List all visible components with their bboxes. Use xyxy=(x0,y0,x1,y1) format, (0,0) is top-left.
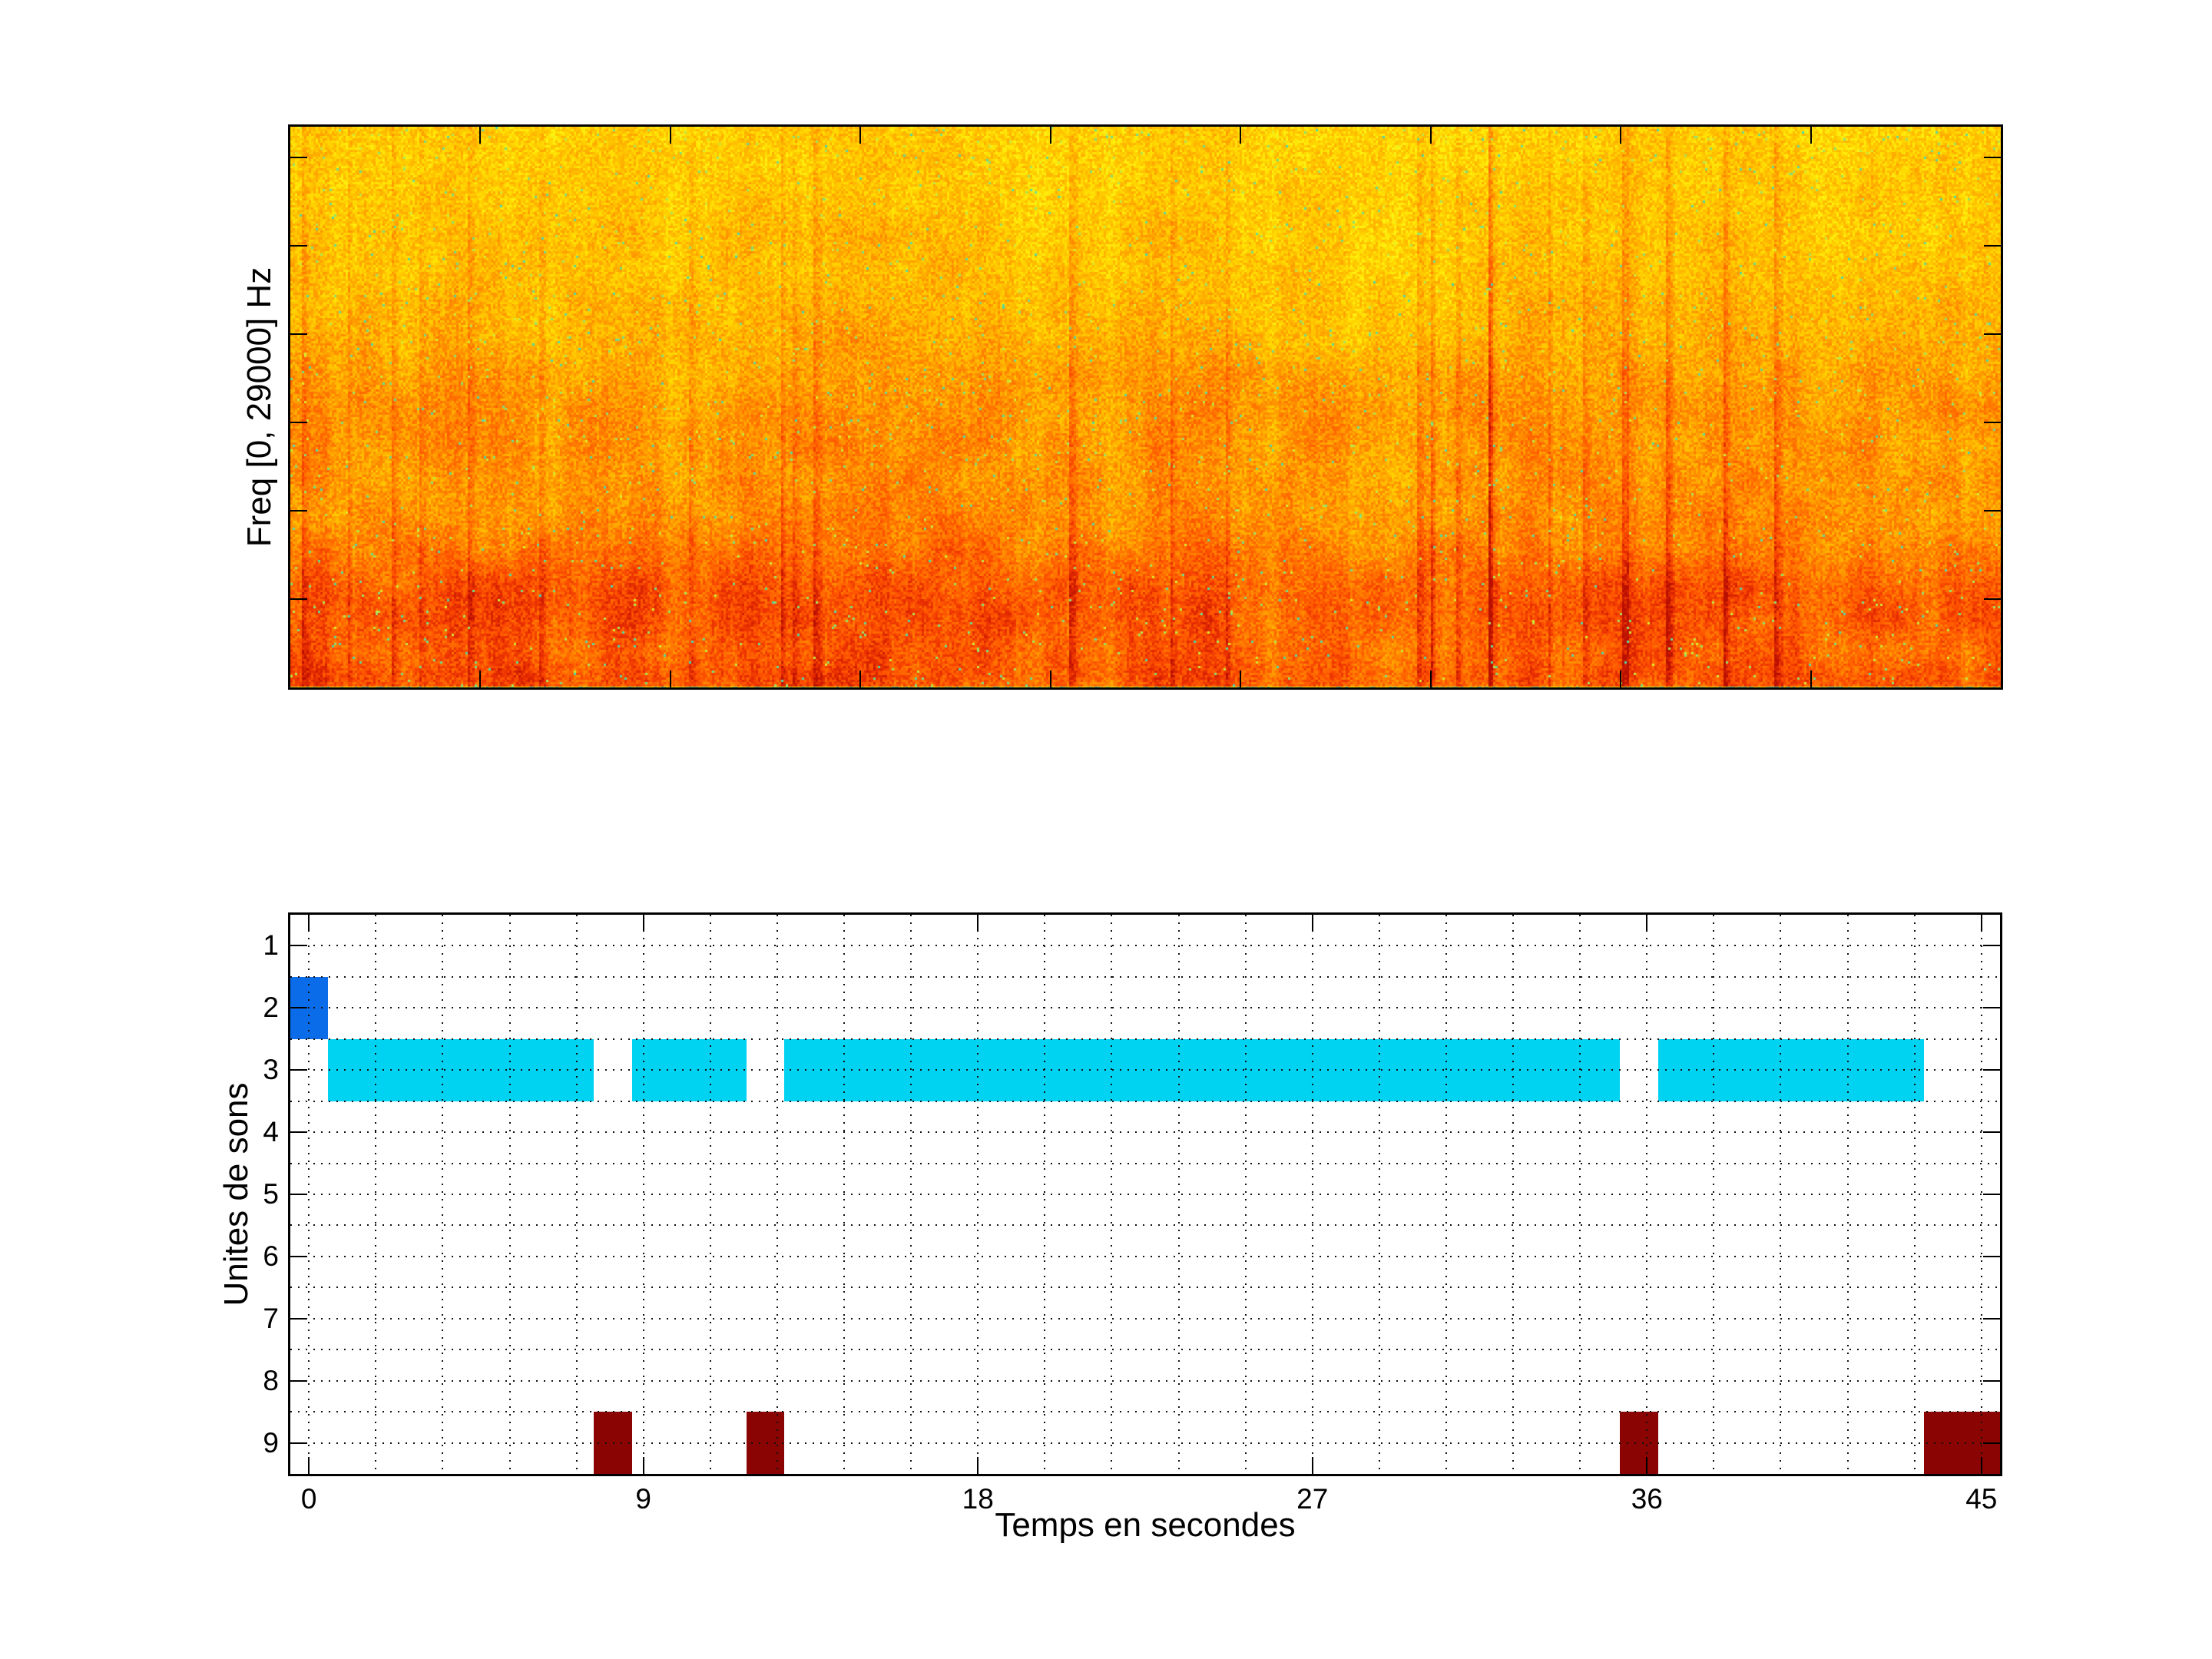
spectrogram-x-tick-mark xyxy=(859,127,862,144)
spectrogram-axes-box xyxy=(288,124,2003,690)
x-tick-mark xyxy=(977,915,979,932)
spectrogram-y-tick-mark xyxy=(290,157,307,158)
spectrogram-y-tick-mark xyxy=(1984,422,2001,423)
y-tick-mark xyxy=(290,1007,307,1009)
spectrogram-image xyxy=(290,127,2001,687)
y-tick-label: 1 xyxy=(263,929,279,962)
grid-line-horizontal xyxy=(290,1349,2000,1351)
grid-line-horizontal xyxy=(290,1317,2000,1320)
grid-line-horizontal xyxy=(290,1224,2000,1227)
x-tick-mark xyxy=(308,1457,310,1474)
y-tick-mark xyxy=(290,945,307,947)
spectrogram-y-tick-mark xyxy=(1984,245,2001,247)
grid-line-horizontal xyxy=(290,1100,2000,1102)
y-tick-mark xyxy=(290,1442,307,1444)
spectrogram-y-tick-mark xyxy=(1984,157,2001,158)
grid-line-horizontal xyxy=(290,1162,2000,1164)
y-tick-mark xyxy=(290,1379,307,1382)
spectrogram-y-tick-mark xyxy=(290,245,307,247)
spectrogram-x-tick-mark xyxy=(479,671,482,687)
spectrogram-x-tick-mark xyxy=(1620,127,1622,144)
grid-line-horizontal xyxy=(290,1007,2000,1009)
x-tick-label: 27 xyxy=(1296,1483,1329,1515)
spectrogram-x-tick-mark xyxy=(669,671,671,687)
grid-line-horizontal xyxy=(290,975,2000,978)
y-tick-mark xyxy=(290,1317,307,1320)
y-tick-mark xyxy=(1983,1007,2000,1009)
x-tick-label: 36 xyxy=(1631,1483,1663,1515)
y-tick-label: 8 xyxy=(263,1364,279,1396)
spectrogram-x-tick-mark xyxy=(1240,127,1242,144)
grid-line-horizontal xyxy=(290,1069,2000,1071)
units-xlabel: Temps en secondes xyxy=(995,1506,1296,1544)
y-tick-mark xyxy=(1983,945,2000,947)
y-tick-mark xyxy=(1983,1069,2000,1071)
y-tick-mark xyxy=(1983,1194,2000,1195)
x-tick-mark xyxy=(1311,915,1313,932)
x-tick-mark xyxy=(308,915,310,932)
spectrogram-y-tick-mark xyxy=(290,598,307,600)
spectrogram-x-tick-mark xyxy=(479,127,482,144)
units-plot-area xyxy=(290,915,2000,1474)
grid-line-horizontal xyxy=(290,1194,2000,1195)
y-tick-mark xyxy=(1983,1379,2000,1382)
spectrogram-x-tick-mark xyxy=(1810,127,1812,144)
spectrogram-y-tick-mark xyxy=(1984,598,2001,600)
y-tick-mark xyxy=(290,1069,307,1071)
y-tick-mark xyxy=(290,1255,307,1257)
spectrogram-ylabel: Freq [0, 29000] Hz xyxy=(240,267,278,548)
y-tick-label: 5 xyxy=(263,1178,279,1210)
x-tick-label: 18 xyxy=(962,1483,994,1515)
y-tick-label: 2 xyxy=(263,992,279,1024)
spectrogram-y-tick-mark xyxy=(1984,510,2001,512)
x-tick-mark xyxy=(1980,1457,1982,1474)
spectrogram-x-tick-mark xyxy=(1620,671,1622,687)
x-tick-mark xyxy=(642,915,644,932)
spectrogram-x-tick-mark xyxy=(1240,671,1242,687)
spectrogram-x-tick-mark xyxy=(859,671,862,687)
spectrogram-y-tick-mark xyxy=(1984,333,2001,335)
grid-line-horizontal xyxy=(290,1286,2000,1289)
y-tick-label: 6 xyxy=(263,1240,279,1272)
spectrogram-x-tick-mark xyxy=(1810,671,1812,687)
grid-line-horizontal xyxy=(290,1442,2000,1444)
spectrogram-axes-ticks xyxy=(290,127,2001,687)
spectrogram-x-tick-mark xyxy=(1049,127,1051,144)
grid-line-horizontal xyxy=(290,1038,2000,1040)
x-tick-mark xyxy=(1311,1457,1313,1474)
y-tick-label: 7 xyxy=(263,1302,279,1334)
x-tick-mark xyxy=(1980,915,1982,932)
x-tick-label: 0 xyxy=(300,1483,317,1515)
x-tick-mark xyxy=(1646,915,1648,932)
spectrogram-y-tick-mark xyxy=(290,510,307,512)
y-tick-mark xyxy=(1983,1255,2000,1257)
x-tick-label: 9 xyxy=(635,1483,651,1515)
spectrogram-y-tick-mark xyxy=(290,422,307,423)
spectrogram-y-tick-mark xyxy=(290,333,307,335)
x-tick-mark xyxy=(642,1457,644,1474)
y-tick-mark xyxy=(1983,1442,2000,1444)
spectrogram-x-tick-mark xyxy=(1049,671,1051,687)
grid-line-horizontal xyxy=(290,1255,2000,1257)
y-tick-label: 3 xyxy=(263,1054,279,1086)
units-axes-box xyxy=(288,912,2002,1476)
spectrogram-x-tick-mark xyxy=(669,127,671,144)
grid-line-horizontal xyxy=(290,1131,2000,1134)
x-tick-mark xyxy=(1646,1457,1648,1474)
x-tick-label: 45 xyxy=(1965,1483,1998,1515)
y-tick-label: 9 xyxy=(263,1426,279,1459)
grid-line-horizontal xyxy=(290,1411,2000,1413)
x-tick-mark xyxy=(977,1457,979,1474)
y-tick-mark xyxy=(290,1131,307,1134)
spectrogram-x-tick-mark xyxy=(1429,671,1432,687)
y-tick-mark xyxy=(1983,1131,2000,1134)
y-tick-mark xyxy=(290,1194,307,1195)
spectrogram-x-tick-mark xyxy=(1429,127,1432,144)
y-tick-mark xyxy=(1983,1317,2000,1320)
grid-line-horizontal xyxy=(290,1379,2000,1382)
grid-line-horizontal xyxy=(290,945,2000,947)
y-tick-label: 4 xyxy=(263,1116,279,1148)
